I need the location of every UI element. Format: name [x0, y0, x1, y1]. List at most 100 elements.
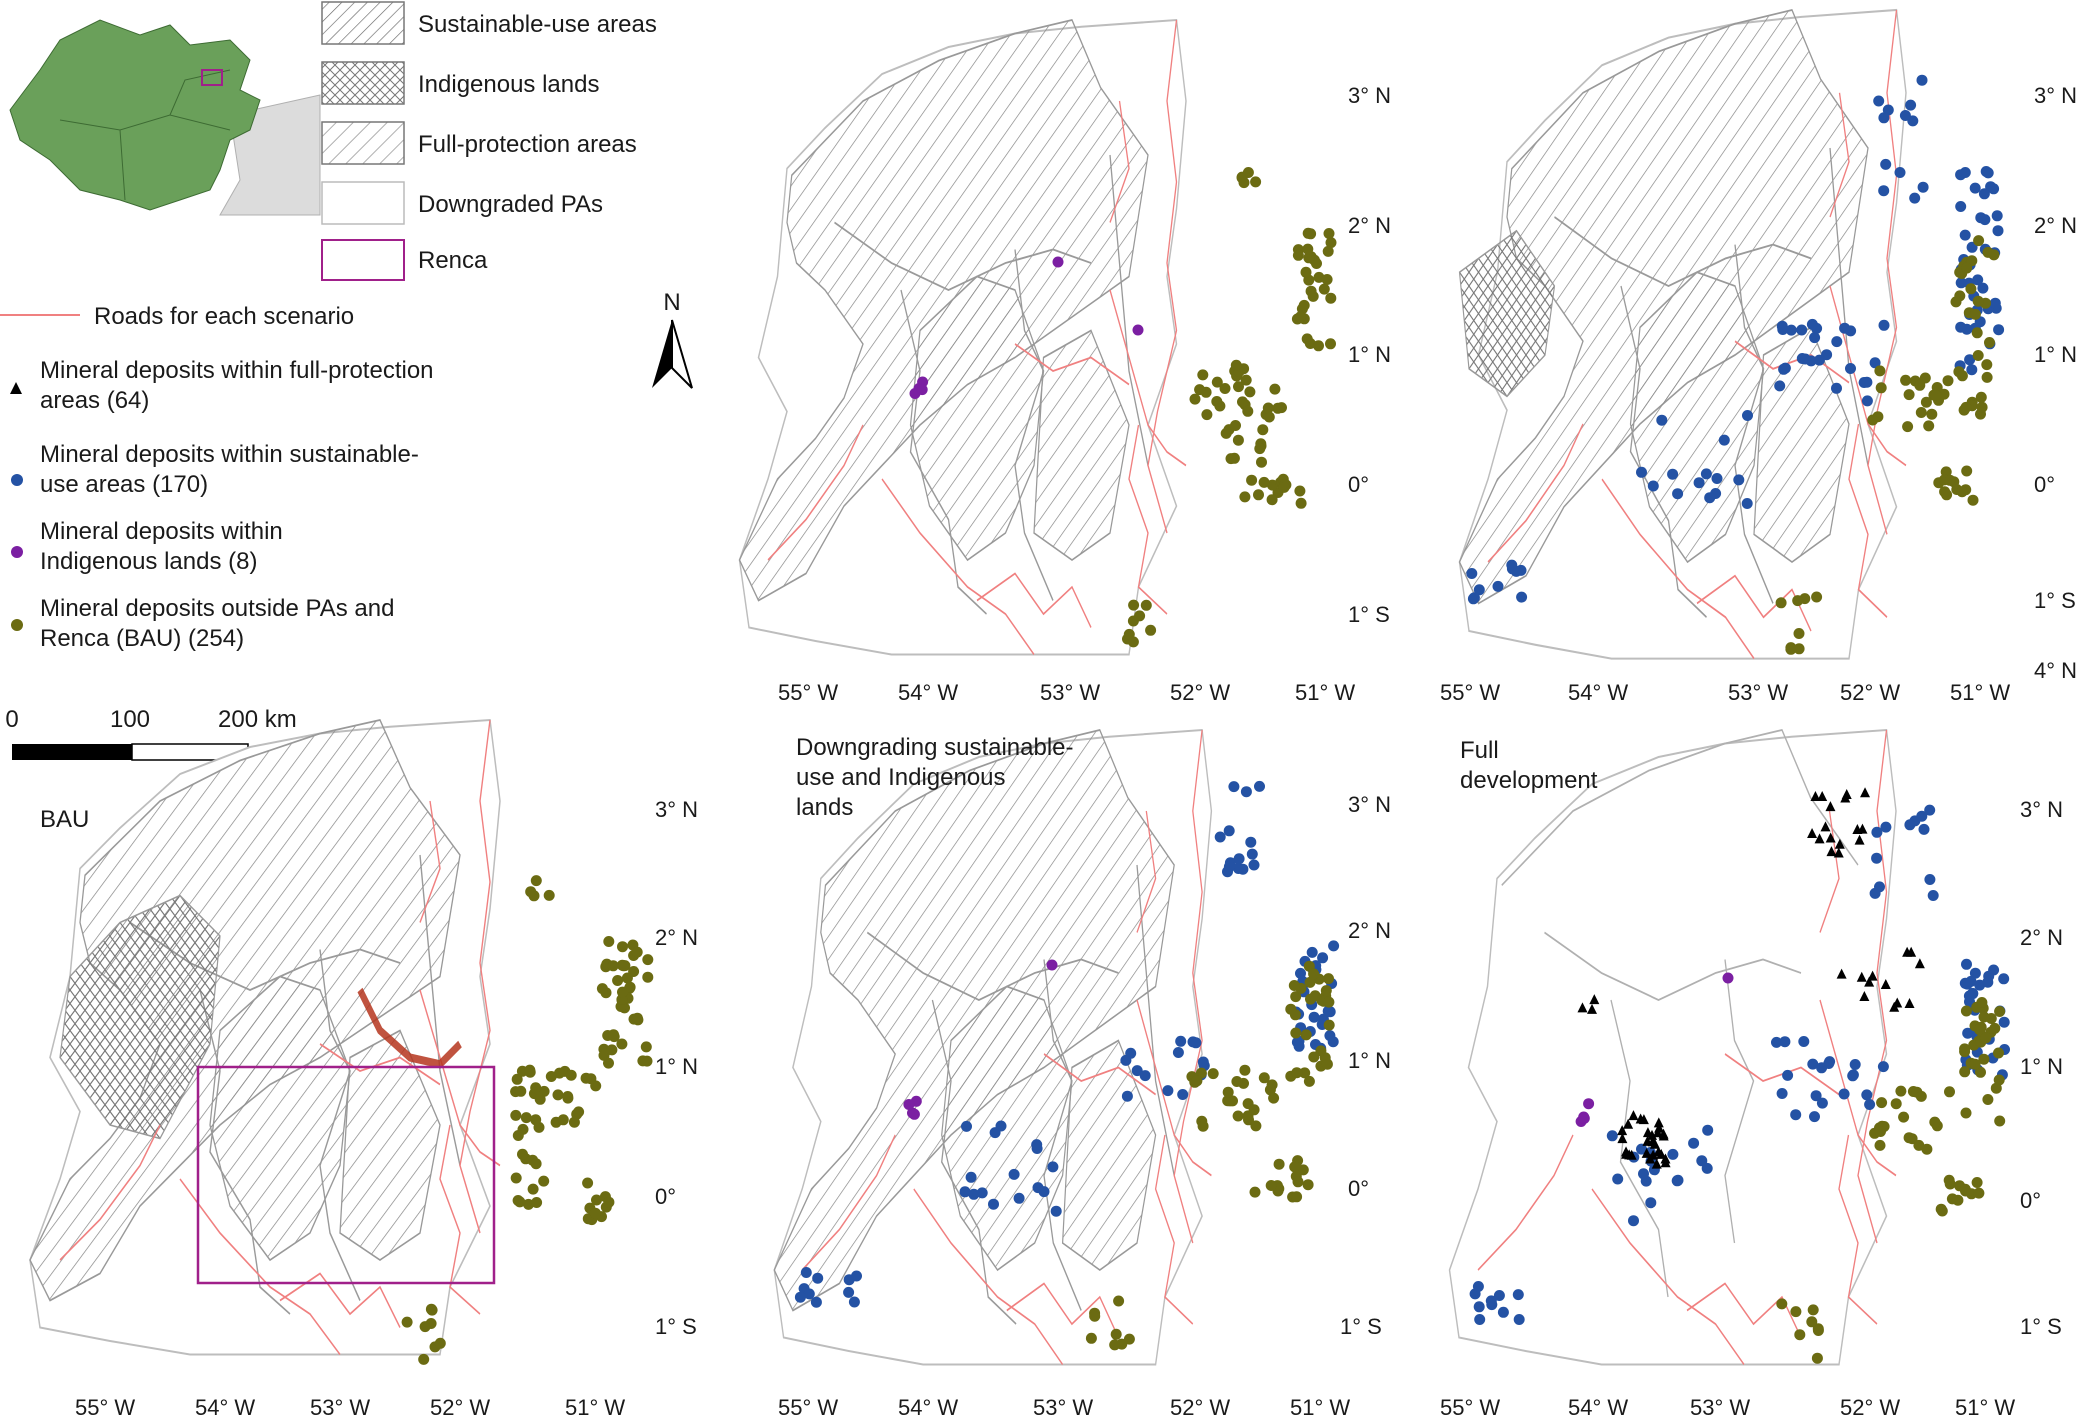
deposit-outside — [1257, 424, 1269, 436]
deposit-outside — [1980, 1032, 1992, 1044]
deposit-sustainable — [1038, 1186, 1050, 1198]
deposit-outside — [1874, 365, 1886, 377]
deposit-sustainable — [1778, 363, 1790, 375]
deposits-top-right — [1466, 74, 2005, 655]
svg-text:1° S: 1° S — [655, 1314, 697, 1339]
svg-text:Mineral deposits within: Mineral deposits within — [40, 518, 283, 545]
deposit-outside — [1978, 1011, 1990, 1023]
axis-labels-bottom-right: 55° W 54° W 53° W 52° W 51° W 3° N 2° N … — [1440, 797, 2063, 1417]
deposit-sustainable — [1047, 1161, 1059, 1173]
deposit-sustainable — [1232, 863, 1244, 874]
deposit-outside — [1194, 384, 1206, 396]
deposit-outside — [1322, 245, 1334, 257]
deposit-outside — [1903, 389, 1915, 401]
deposit-sustainable — [1861, 395, 1873, 407]
deposit-outside — [534, 1093, 546, 1105]
svg-text:1° N: 1° N — [1348, 342, 1391, 367]
deposit-sustainable — [1809, 332, 1821, 344]
deposit-outside — [517, 1148, 528, 1160]
deposit-outside — [1109, 1339, 1121, 1351]
legend-downgraded: Downgraded PAs — [321, 181, 603, 225]
deposit-outside — [1961, 465, 1973, 477]
deposit-outside — [1285, 1003, 1297, 1015]
deposit-outside — [1292, 249, 1304, 261]
deposit-outside — [603, 1196, 615, 1208]
deposit-outside — [1295, 497, 1307, 509]
scenario-label-full-2: development — [1460, 767, 1598, 794]
deposit-outside — [1930, 389, 1942, 401]
deposit-outside — [1253, 489, 1264, 501]
svg-text:Indigenous lands: Indigenous lands — [418, 71, 599, 98]
deposit-outside — [1936, 1205, 1948, 1217]
deposit-full-protection — [1904, 998, 1915, 1009]
deposit-sustainable — [1878, 112, 1890, 124]
axis-labels-top-right: 55° W 54° W 53° W 52° W 51° W 3° N 2° N … — [1440, 83, 2077, 705]
deposit-outside — [1305, 228, 1317, 240]
deposit-indigenous — [916, 384, 928, 396]
deposit-outside — [1294, 311, 1306, 323]
deposit-outside — [1244, 386, 1256, 398]
deposit-full-protection — [1834, 838, 1845, 849]
deposit-outside — [1903, 1132, 1915, 1144]
deposit-outside — [1775, 597, 1787, 609]
deposits-top-middle — [909, 167, 1337, 648]
deposit-outside — [1915, 407, 1927, 418]
deposit-outside — [1776, 1298, 1788, 1310]
deposit-outside — [1230, 359, 1242, 371]
deposit-outside — [530, 1158, 542, 1170]
deposit-sustainable — [1955, 201, 1967, 212]
deposit-sustainable — [1847, 1069, 1859, 1081]
axis-labels-bau: 55° W 54° W 53° W 52° W 51° W 3° N 2° N … — [75, 797, 698, 1417]
deposit-outside — [1321, 274, 1333, 285]
deposit-full-protection — [1810, 790, 1821, 801]
legend-deposits-outside: Mineral deposits outside PAs and Renca (… — [11, 595, 394, 652]
deposit-outside — [1197, 369, 1209, 381]
deposit-full-protection — [1906, 946, 1917, 957]
deposit-outside — [1323, 1019, 1335, 1031]
deposit-indigenous — [1132, 324, 1144, 336]
deposit-outside — [1250, 176, 1262, 188]
deposit-outside — [520, 1112, 532, 1124]
svg-text:54° W: 54° W — [195, 1395, 255, 1417]
deposit-sustainable — [1839, 322, 1851, 334]
deposit-sustainable — [1120, 1054, 1132, 1066]
deposit-outside — [1793, 628, 1805, 639]
deposit-outside — [1268, 1092, 1280, 1104]
deposit-outside — [1792, 595, 1804, 607]
deposit-full-protection — [1836, 968, 1847, 979]
deposit-full-protection — [1642, 1127, 1653, 1138]
deposit-sustainable — [1959, 229, 1971, 241]
panel-bau-base — [28, 718, 502, 1356]
deposit-full-protection — [1626, 1149, 1637, 1160]
deposit-full-protection — [1577, 1002, 1588, 1013]
inset-land — [9, 19, 261, 211]
deposit-outside — [1920, 396, 1932, 408]
deposit-outside — [1211, 396, 1223, 407]
svg-text:54° W: 54° W — [1568, 1395, 1628, 1417]
deposit-full-protection — [1864, 976, 1875, 987]
deposit-sustainable — [1704, 492, 1716, 504]
legend-deposits-sustainable: Mineral deposits within sustainable- use… — [11, 441, 419, 498]
deposit-sustainable — [1871, 826, 1883, 838]
deposit-sustainable — [851, 1270, 862, 1282]
svg-text:51° W: 51° W — [565, 1395, 625, 1417]
deposit-outside — [1303, 1075, 1315, 1087]
deposit-sustainable — [1785, 324, 1797, 336]
deposit-outside — [1973, 235, 1985, 247]
deposit-sustainable — [1813, 354, 1825, 366]
deposit-outside — [1960, 1005, 1972, 1017]
deposit-outside — [1974, 1024, 1985, 1036]
svg-text:53° W: 53° W — [1690, 1395, 1750, 1417]
deposit-outside — [1303, 252, 1315, 264]
deposit-outside — [1191, 1075, 1203, 1087]
deposit-full-protection — [1589, 994, 1600, 1005]
deposit-sustainable — [1317, 952, 1329, 964]
deposit-outside — [530, 1082, 542, 1094]
deposit-sustainable — [961, 1120, 972, 1132]
deposit-indigenous — [908, 1108, 920, 1120]
legend-indigenous: Indigenous lands — [321, 61, 599, 105]
deposit-outside — [1248, 1104, 1260, 1116]
deposit-outside — [1292, 1176, 1304, 1188]
svg-text:54° W: 54° W — [898, 1395, 958, 1417]
